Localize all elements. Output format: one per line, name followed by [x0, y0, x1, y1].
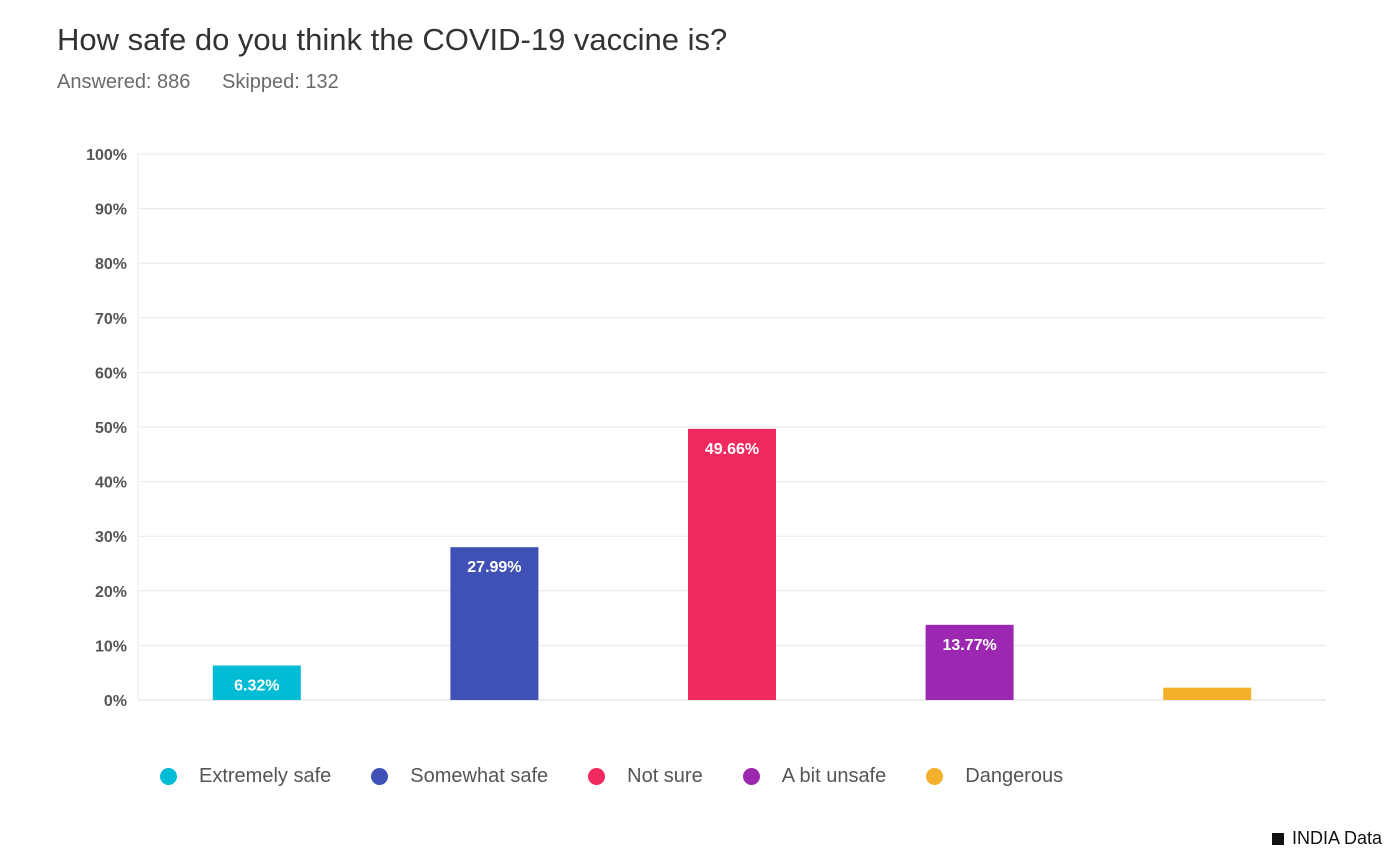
bar-value-label: 13.77% [942, 637, 996, 654]
skipped-count: Skipped: 132 [221, 71, 339, 93]
legend-item: Somewhat safe [371, 765, 548, 788]
legend-dot-icon [742, 768, 760, 785]
y-tick-label: 60% [95, 365, 127, 382]
y-tick-label: 40% [95, 475, 127, 492]
legend-dot-icon [371, 768, 389, 785]
legend-item: A bit unsafe [742, 765, 887, 788]
legend-item: Extremely safe [160, 765, 331, 788]
legend-dot-icon [160, 768, 177, 785]
y-tick-label: 0% [104, 693, 127, 710]
bar-value-label: 49.66% [705, 441, 759, 458]
source-note: INDIA Data [1271, 828, 1382, 849]
legend-label: Dangerous [965, 765, 1064, 787]
source-text: INDIA Data [1291, 828, 1382, 848]
bar-value-label: 6.32% [234, 677, 279, 694]
legend: Extremely safe Somewhat safe Not sure A bit… [160, 765, 1063, 788]
y-tick-label: 20% [95, 584, 127, 601]
bar-not-sure [688, 428, 776, 700]
y-tick-label: 70% [95, 311, 127, 328]
y-tick-label: 30% [95, 529, 127, 546]
bars [212, 428, 1252, 700]
answered-count: Answered: 886 [57, 71, 191, 93]
square-icon [1271, 832, 1284, 845]
legend-item: Not sure [588, 765, 703, 788]
bar-extremely-safe [212, 665, 301, 700]
legend-label: Somewhat safe [410, 765, 549, 787]
legend-dot-icon [588, 768, 606, 785]
y-tick-label: 50% [95, 420, 127, 437]
legend-label: Extremely safe [199, 765, 332, 787]
legend-dot-icon [926, 768, 944, 785]
bar-labels: 6.32% 27.99% 49.66% 13.77% [234, 441, 997, 695]
bar-a-bit-unsafe [925, 624, 1014, 700]
y-tick-label: 10% [95, 638, 127, 655]
y-tick-label: 100% [86, 147, 127, 164]
y-tick-label: 80% [95, 256, 127, 273]
y-axis-ticks: 0% 10% 20% 30% 40% 50% 60% 70% 80% 90% 100% [86, 147, 127, 710]
response-stats: Answered: 886 Skipped: 132 [57, 71, 339, 94]
legend-label: A bit unsafe [781, 765, 887, 787]
y-tick-label: 90% [95, 202, 127, 219]
legend-label: Not sure [627, 765, 703, 787]
bar-dangerous [1163, 687, 1252, 700]
legend-item: Dangerous [926, 765, 1063, 788]
bar-somewhat-safe [450, 547, 539, 700]
chart-title: How safe do you think the COVID-19 vacci… [57, 22, 728, 57]
bar-value-label: 27.99% [467, 559, 521, 576]
